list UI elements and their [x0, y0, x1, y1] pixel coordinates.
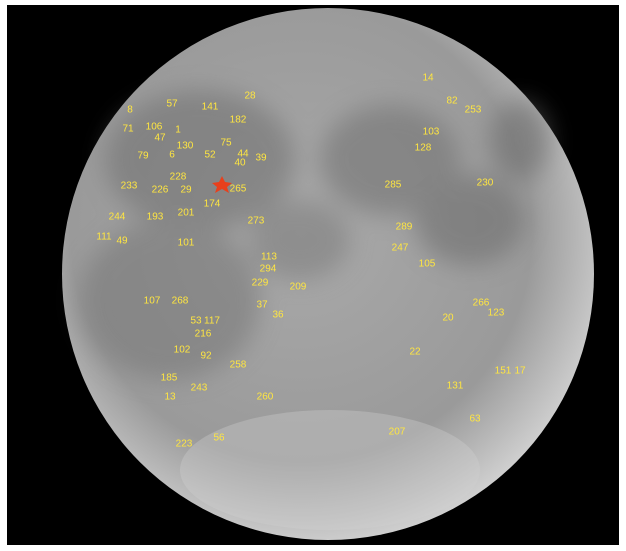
crater-label: 52: [204, 150, 216, 161]
crater-label: 105: [419, 259, 436, 270]
crater-label: 141: [202, 102, 219, 113]
impact-marker: [212, 176, 232, 193]
crater-label: 106: [146, 122, 163, 133]
crater-label: 20: [442, 313, 454, 324]
crater-label: 103: [423, 127, 440, 138]
crater-label: 79: [137, 151, 149, 162]
crater-label: 268: [172, 296, 189, 307]
crater-label: 266: [473, 298, 490, 309]
crater-label: 233: [121, 181, 138, 192]
crater-label: 13: [164, 392, 176, 403]
crater-label: 107: [144, 296, 161, 307]
crater-label: 123: [488, 308, 505, 319]
crater-label: 53: [190, 316, 202, 327]
crater-label: 71: [122, 124, 134, 135]
crater-label: 223: [176, 439, 193, 450]
crater-label: 260: [257, 392, 274, 403]
crater-label: 226: [152, 185, 169, 196]
crater-label: 75: [220, 138, 232, 149]
crater-label: 56: [213, 433, 225, 444]
crater-label: 22: [409, 347, 421, 358]
crater-label: 92: [200, 351, 212, 362]
crater-label: 185: [161, 373, 178, 384]
labels: 14 8 57 141 28 182 106 71 47 1 130 75 52 6 79 44 39 40 103…: [96, 73, 526, 450]
crater-label: 130: [177, 141, 194, 152]
crater-label: 258: [230, 360, 247, 371]
crater-label: 174: [204, 199, 221, 210]
crater-label: 273: [248, 216, 265, 227]
crater-label: 228: [170, 172, 187, 183]
crater-label: 253: [465, 105, 482, 116]
crater-label: 201: [178, 208, 195, 219]
crater-label: 182: [230, 115, 247, 126]
crater-label: 247: [392, 243, 409, 254]
crater-label: 1: [175, 125, 181, 136]
crater-label: 243: [191, 383, 208, 394]
crater-label: 244: [109, 212, 126, 223]
crater-label: 57: [166, 99, 178, 110]
crater-label: 229: [252, 278, 269, 289]
crater-label: 63: [469, 414, 481, 425]
crater-label: 113: [261, 252, 277, 263]
crater-label: 17: [514, 366, 526, 377]
crater-label: 117: [204, 316, 220, 327]
crater-label: 265: [230, 184, 247, 195]
maria: [80, 90, 550, 380]
crater-label: 14: [422, 73, 434, 84]
crater-label: 29: [180, 185, 192, 196]
crater-label: 44: [237, 149, 249, 160]
crater-label: 230: [477, 178, 494, 189]
crater-label: 82: [446, 96, 458, 107]
crater-label: 49: [116, 236, 128, 247]
crater-label: 207: [389, 427, 406, 438]
crater-label: 128: [415, 143, 432, 154]
crater-label: 37: [256, 300, 268, 311]
crater-label: 285: [385, 180, 402, 191]
crater-label: 151: [495, 366, 512, 377]
highlands: [180, 410, 480, 530]
crater-label: 28: [244, 91, 256, 102]
crater-label: 289: [396, 222, 413, 233]
crater-label: 216: [195, 329, 212, 340]
crater-label: 294: [260, 264, 277, 275]
crater-label: 36: [272, 310, 284, 321]
crater-label: 209: [290, 282, 307, 293]
crater-label: 131: [447, 381, 464, 392]
crater-label: 47: [154, 133, 166, 144]
crater-label: 6: [169, 150, 175, 161]
crater-label: 193: [147, 212, 164, 223]
crater-label: 39: [255, 153, 267, 164]
crater-label: 102: [174, 345, 191, 356]
crater-label: 8: [127, 105, 133, 116]
crater-label: 101: [178, 238, 195, 249]
crater-label: 111: [96, 232, 112, 243]
crater-label: 40: [234, 158, 246, 169]
